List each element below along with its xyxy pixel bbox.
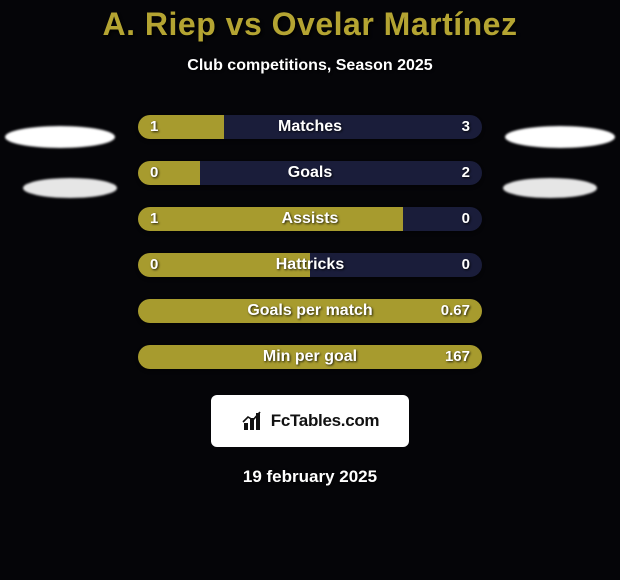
page-subtitle: Club competitions, Season 2025 — [0, 57, 620, 75]
decoration-ellipse-bot-left — [23, 178, 117, 198]
stat-bar-right — [224, 115, 482, 139]
decoration-ellipse-top-left — [5, 126, 115, 148]
stat-bar-right — [200, 161, 482, 185]
stat-bar-left — [138, 115, 224, 139]
footer-date: 19 february 2025 — [0, 467, 620, 487]
decoration-ellipse-top-right — [505, 126, 615, 148]
stat-bar-right — [138, 345, 482, 369]
stat-row-min-per-goal: Min per goal 167 — [138, 345, 482, 369]
fctables-logo-badge: FcTables.com — [211, 395, 409, 447]
stat-bar-right — [310, 253, 482, 277]
stat-bar-left — [138, 207, 403, 231]
stat-row-goals-per-match: Goals per match 0.67 — [138, 299, 482, 323]
stat-bar-left — [138, 161, 200, 185]
stat-bar-right — [138, 299, 482, 323]
stat-row-hattricks: 0 Hattricks 0 — [138, 253, 482, 277]
stat-row-assists: 1 Assists 0 — [138, 207, 482, 231]
logo-text: FcTables.com — [271, 411, 380, 431]
bar-chart-icon — [241, 409, 265, 433]
page-title: A. Riep vs Ovelar Martínez — [0, 0, 620, 43]
decoration-ellipse-bot-right — [503, 178, 597, 198]
stat-bar-right — [403, 207, 482, 231]
stats-list: 1 Matches 3 0 Goals 2 1 Assists 0 0 Hatt… — [0, 115, 620, 369]
stat-row-goals: 0 Goals 2 — [138, 161, 482, 185]
comparison-card: A. Riep vs Ovelar Martínez Club competit… — [0, 0, 620, 580]
stat-bar-left — [138, 253, 310, 277]
stat-row-matches: 1 Matches 3 — [138, 115, 482, 139]
